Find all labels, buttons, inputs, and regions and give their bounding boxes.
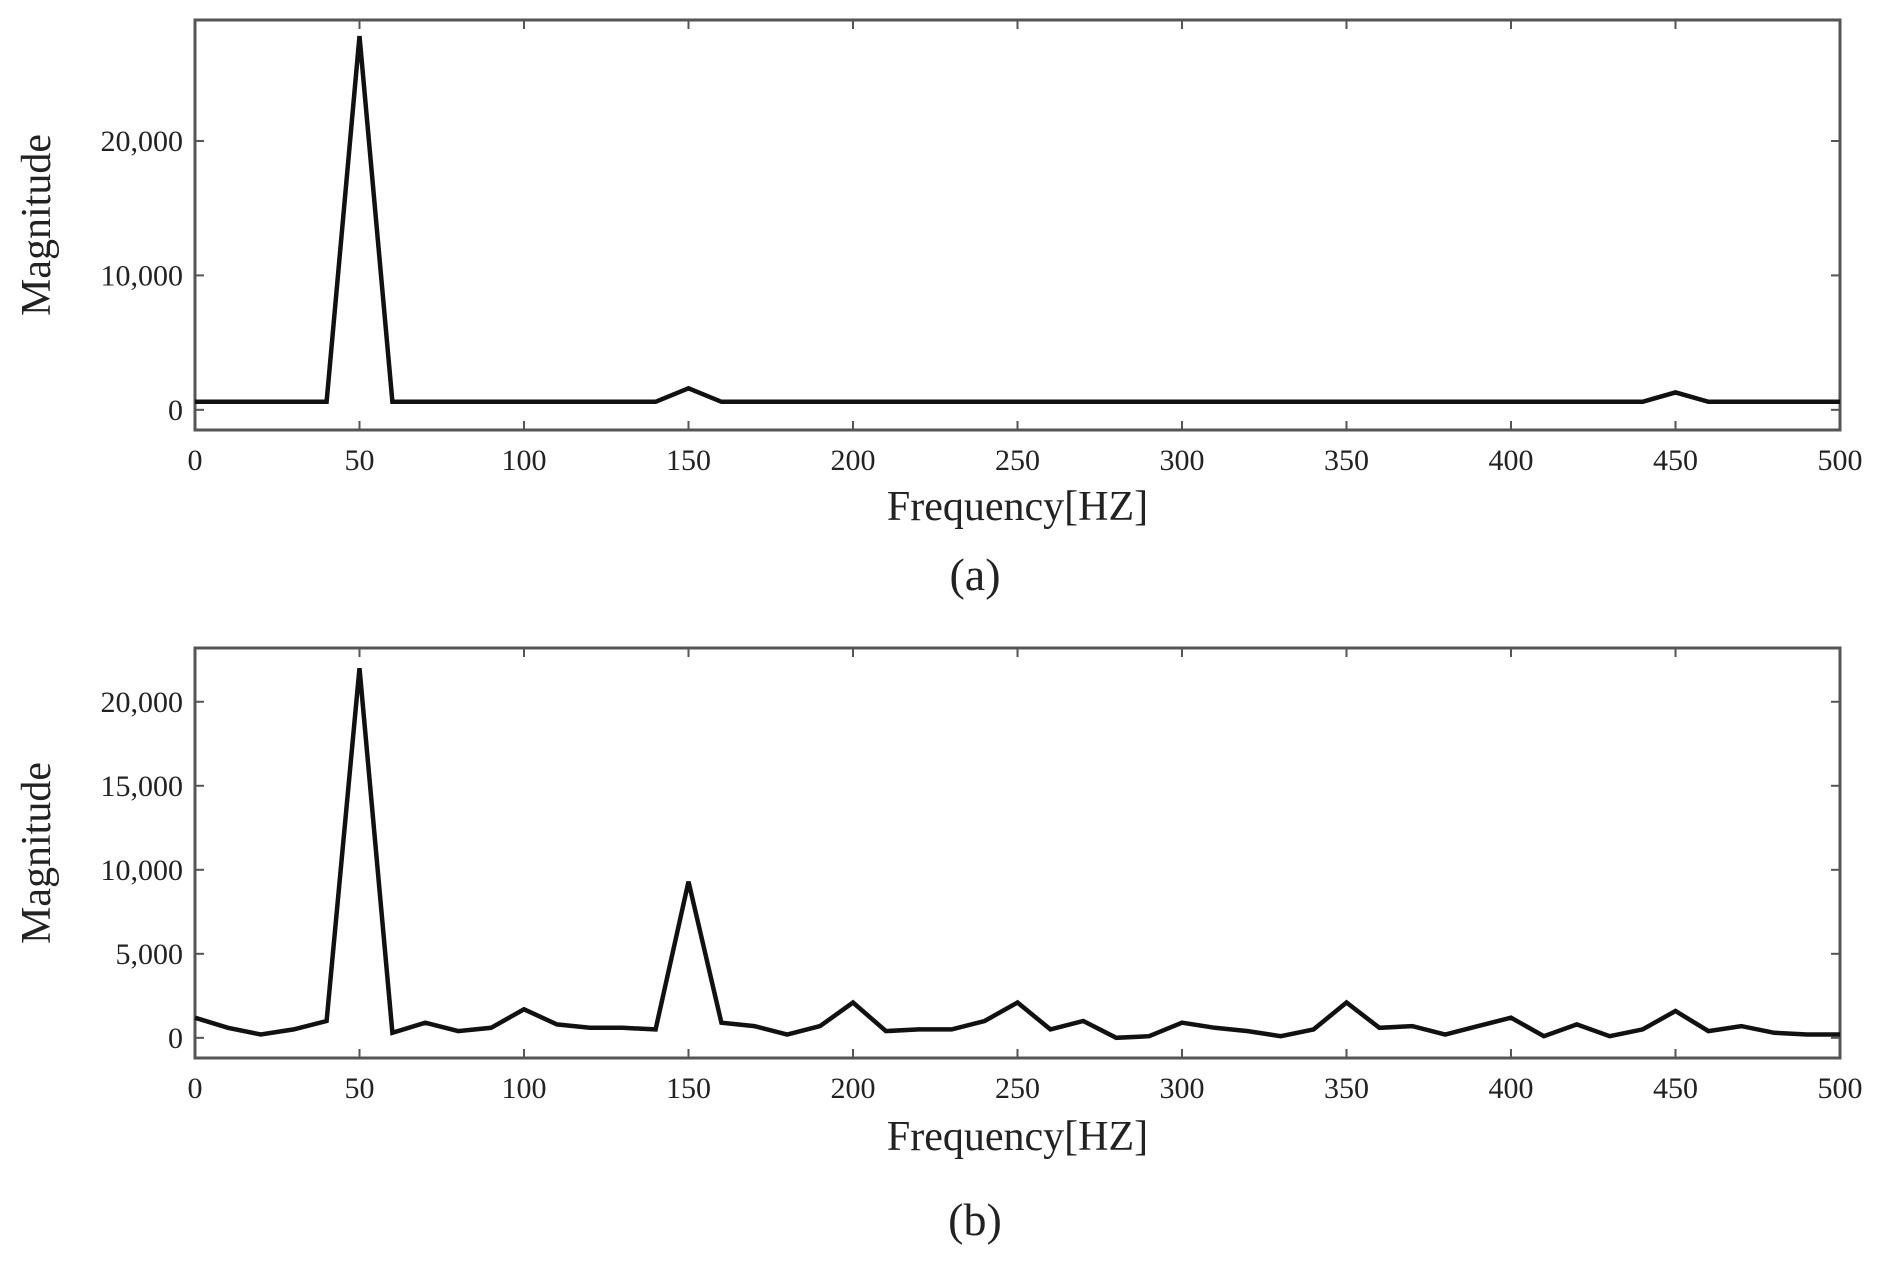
- x-tick-label: 300: [1160, 444, 1205, 477]
- y-tick-label: 10,000: [101, 854, 184, 887]
- x-tick-label: 100: [502, 1072, 547, 1105]
- x-tick-label: 500: [1818, 444, 1863, 477]
- y-tick-label: 0: [168, 1022, 183, 1055]
- x-tick-label: 300: [1160, 1072, 1205, 1105]
- y-tick-label: 0: [168, 394, 183, 427]
- x-tick-label: 250: [995, 444, 1040, 477]
- x-tick-label: 200: [831, 444, 876, 477]
- x-tick-label: 350: [1324, 1072, 1369, 1105]
- y-axis-title: Magnitude: [14, 762, 60, 944]
- x-tick-label: 50: [345, 444, 375, 477]
- x-axis-title: Frequency[HZ]: [887, 484, 1148, 530]
- spectrum-line: [195, 35, 1840, 405]
- x-tick-label: 0: [188, 444, 203, 477]
- x-tick-label: 150: [666, 444, 711, 477]
- y-axis-title: Magnitude: [14, 134, 60, 316]
- panel-caption: (b): [948, 1194, 1002, 1245]
- x-tick-label: 200: [831, 1072, 876, 1105]
- spectrum-line: [194, 667, 1840, 1041]
- x-tick-label: 350: [1324, 444, 1369, 477]
- plot-frame: [193, 18, 1842, 432]
- panel-caption: (a): [949, 549, 1000, 600]
- x-tick-label: 450: [1653, 444, 1698, 477]
- chart-panel-b: 0 50 100 150 200 250 300 350 400 450 500 0 5,000 10,0…: [14, 646, 1863, 1245]
- x-tick-label: 50: [345, 1072, 375, 1105]
- plot-frame: [193, 646, 1842, 1060]
- y-tick-label: 20,000: [101, 686, 184, 719]
- y-tick-label: 20,000: [101, 125, 184, 158]
- x-tick-label: 100: [502, 444, 547, 477]
- y-tick-label: 15,000: [101, 770, 184, 803]
- x-tick-label: 400: [1489, 444, 1534, 477]
- x-axis-title: Frequency[HZ]: [887, 1114, 1148, 1160]
- y-tick-label: 10,000: [101, 259, 184, 292]
- y-tick-label: 5,000: [116, 938, 184, 971]
- x-tick-label: 0: [188, 1072, 203, 1105]
- x-tick-label: 400: [1489, 1072, 1534, 1105]
- x-tick-label: 500: [1818, 1072, 1863, 1105]
- x-tick-label: 150: [666, 1072, 711, 1105]
- x-tick-label: 450: [1653, 1072, 1698, 1105]
- chart-panel-a: 0 50 100 150 200 250 300 350 400 450 500 0 10,000 20,…: [14, 18, 1863, 600]
- x-tick-label: 250: [995, 1072, 1040, 1105]
